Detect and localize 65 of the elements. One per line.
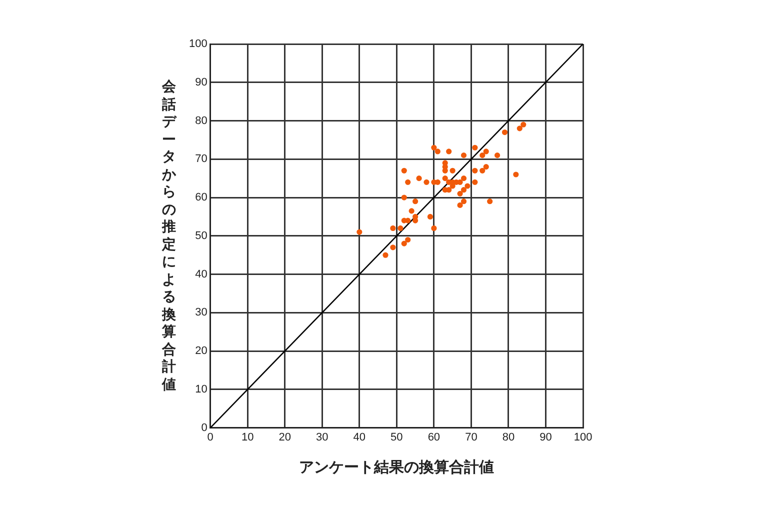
point	[460, 152, 467, 158]
y-tick-label: 10	[195, 383, 208, 396]
point	[516, 126, 522, 132]
point	[390, 225, 396, 232]
point	[483, 148, 489, 154]
point	[457, 202, 463, 208]
point	[427, 214, 434, 220]
point	[472, 144, 478, 150]
x-tick-label: 20	[278, 431, 292, 444]
point	[424, 179, 430, 185]
x-tick-label: 80	[502, 431, 515, 444]
y-tick-label: 90	[195, 76, 208, 88]
x-tick-label: 90	[540, 431, 552, 444]
x-tick-label: 70	[465, 431, 478, 444]
point	[520, 122, 526, 128]
y-tick-label: 0	[201, 422, 208, 434]
point	[480, 152, 486, 158]
point	[446, 148, 452, 154]
y-tick-label: 20	[195, 345, 208, 358]
point	[472, 179, 478, 185]
point	[457, 190, 463, 196]
x-tick-label: 50	[390, 431, 403, 444]
x-tick-label: 10	[241, 431, 254, 444]
point	[405, 236, 411, 243]
point	[398, 225, 404, 232]
x-axis-title: アンケート結果の換算合計値	[299, 459, 494, 476]
point	[460, 187, 467, 193]
x-tick-label: 100	[574, 431, 592, 444]
y-tick-label: 50	[195, 230, 208, 242]
point	[487, 198, 493, 204]
point	[502, 129, 508, 136]
point	[356, 229, 362, 235]
point	[464, 183, 470, 189]
x-tick-label: 60	[428, 431, 440, 444]
point	[450, 168, 456, 174]
y-tick-label: 60	[195, 192, 208, 204]
point	[472, 168, 478, 174]
text: 会話データからの推定による換算合計値	[162, 79, 176, 392]
point	[513, 172, 519, 178]
point	[446, 187, 452, 193]
point	[390, 244, 396, 250]
point	[460, 176, 467, 182]
point	[483, 164, 489, 170]
y-tick-label: 100	[188, 38, 208, 50]
point	[408, 208, 414, 214]
point	[431, 144, 437, 150]
point	[494, 152, 500, 158]
x-tick-label: 30	[316, 431, 328, 444]
y-tick-label: 40	[195, 268, 208, 280]
point	[431, 225, 437, 232]
point	[401, 168, 407, 174]
y-tick-label: 80	[195, 114, 208, 127]
point	[442, 176, 448, 182]
y-tick-label: 70	[195, 153, 208, 166]
point	[480, 168, 486, 174]
point	[416, 176, 422, 182]
y-tick-label: 30	[195, 306, 208, 319]
point	[405, 179, 411, 185]
point	[401, 240, 407, 246]
point	[401, 194, 407, 200]
point	[382, 252, 388, 258]
point	[460, 198, 467, 204]
point	[434, 148, 440, 154]
x-tick-label: 40	[353, 431, 366, 444]
point	[412, 198, 418, 204]
